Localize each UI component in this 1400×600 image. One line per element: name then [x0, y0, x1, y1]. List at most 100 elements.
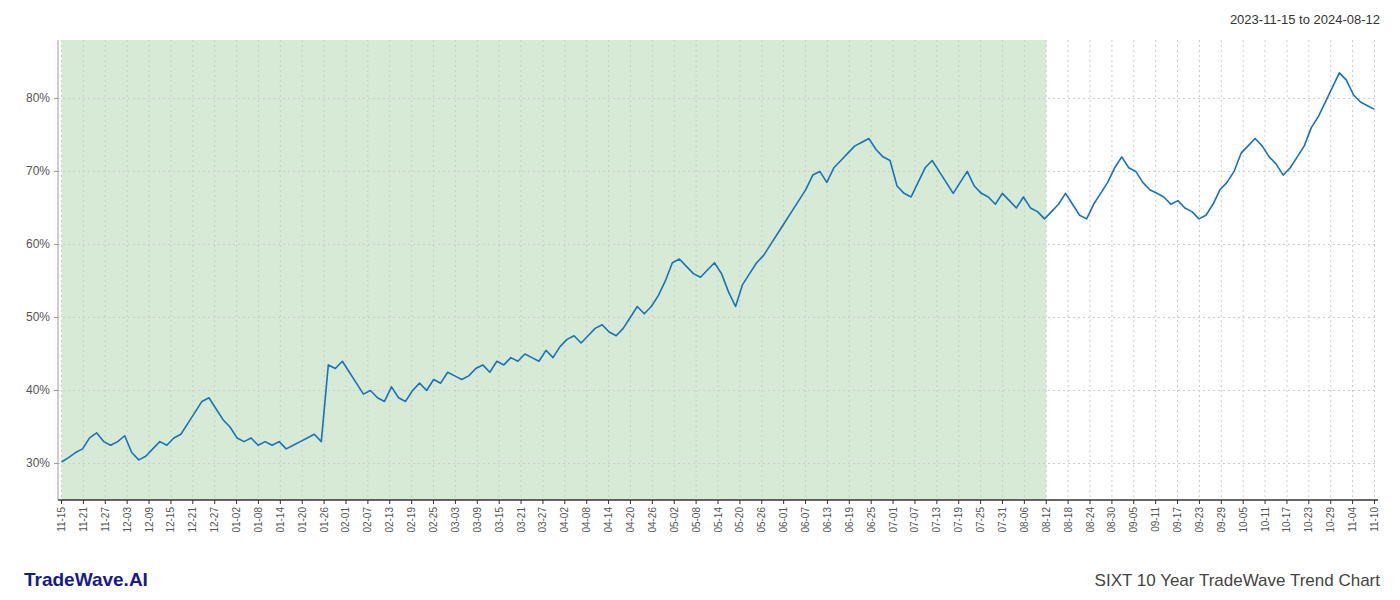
y-tick-label: 30%: [26, 456, 50, 470]
x-grid-line: [871, 40, 872, 500]
x-tick-label: 01-14: [275, 507, 286, 533]
x-tick: [411, 500, 412, 504]
x-grid-line: [980, 40, 981, 500]
x-tick: [871, 500, 872, 504]
x-tick: [236, 500, 237, 504]
x-tick-label: 06-25: [866, 507, 877, 533]
x-tick-label: 06-07: [800, 507, 811, 533]
x-tick: [324, 500, 325, 504]
x-grid-line: [236, 40, 237, 500]
x-tick-label: 09-29: [1216, 507, 1227, 533]
x-grid-line: [214, 40, 215, 500]
x-tick: [83, 500, 84, 504]
x-grid-line: [783, 40, 784, 500]
x-tick-label: 02-13: [384, 507, 395, 533]
trend-line: [62, 73, 1375, 462]
x-tick: [718, 500, 719, 504]
x-tick-label: 09-17: [1172, 507, 1183, 533]
x-grid-line: [1090, 40, 1091, 500]
x-tick: [61, 500, 62, 504]
x-grid-line: [1068, 40, 1069, 500]
x-tick-label: 12-21: [187, 507, 198, 533]
x-grid-line: [345, 40, 346, 500]
x-tick: [1308, 500, 1309, 504]
x-tick: [258, 500, 259, 504]
x-grid-line: [805, 40, 806, 500]
x-tick-label: 05-26: [756, 507, 767, 533]
x-tick-label: 09-11: [1150, 507, 1161, 532]
x-grid-line: [1243, 40, 1244, 500]
x-tick: [783, 500, 784, 504]
x-grid-line: [1286, 40, 1287, 500]
x-tick: [455, 500, 456, 504]
x-tick-label: 05-02: [669, 507, 680, 533]
x-tick: [849, 500, 850, 504]
x-tick-label: 09-05: [1128, 507, 1139, 533]
x-tick-label: 08-30: [1106, 507, 1117, 533]
y-tick: [54, 317, 58, 318]
x-tick: [542, 500, 543, 504]
x-grid-line: [1024, 40, 1025, 500]
x-tick: [105, 500, 106, 504]
x-tick-label: 10-23: [1303, 507, 1314, 533]
x-tick: [192, 500, 193, 504]
y-tick: [54, 390, 58, 391]
x-tick-label: 02-25: [428, 507, 439, 533]
x-tick: [1177, 500, 1178, 504]
x-tick: [302, 500, 303, 504]
x-tick-label: 10-05: [1238, 507, 1249, 533]
x-tick-label: 12-15: [165, 507, 176, 533]
x-tick-label: 05-14: [713, 507, 724, 533]
x-tick: [1002, 500, 1003, 504]
x-tick: [893, 500, 894, 504]
x-grid-line: [761, 40, 762, 500]
x-tick-label: 07-07: [909, 507, 920, 533]
x-tick-label: 12-09: [144, 507, 155, 533]
x-tick-label: 03-21: [516, 507, 527, 533]
x-grid-line: [1046, 40, 1047, 500]
x-tick: [696, 500, 697, 504]
x-grid-line: [936, 40, 937, 500]
x-grid-line: [914, 40, 915, 500]
x-tick-label: 06-19: [844, 507, 855, 533]
x-grid-line: [1155, 40, 1156, 500]
x-tick-label: 02-07: [362, 507, 373, 533]
x-grid-line: [1221, 40, 1222, 500]
x-tick: [761, 500, 762, 504]
x-tick: [958, 500, 959, 504]
brand: TradeWave.AI: [24, 569, 148, 590]
y-axis-line: [58, 40, 59, 500]
x-grid-line: [499, 40, 500, 500]
x-tick: [1221, 500, 1222, 504]
x-grid-line: [1199, 40, 1200, 500]
x-tick: [1374, 500, 1375, 504]
x-grid-line: [127, 40, 128, 500]
x-tick-label: 04-26: [647, 507, 658, 533]
x-tick-label: 07-31: [997, 507, 1008, 533]
x-grid-line: [652, 40, 653, 500]
x-tick-label: 11-10: [1369, 507, 1380, 532]
x-grid-line: [105, 40, 106, 500]
x-grid-line: [302, 40, 303, 500]
x-tick: [1068, 500, 1069, 504]
x-grid-line: [455, 40, 456, 500]
x-grid-line: [827, 40, 828, 500]
x-grid-line: [1002, 40, 1003, 500]
x-grid-line: [958, 40, 959, 500]
x-tick: [1024, 500, 1025, 504]
x-grid-line: [1177, 40, 1178, 500]
x-tick-label: 07-19: [953, 507, 964, 533]
x-grid-line: [61, 40, 62, 500]
x-tick-label: 05-20: [734, 507, 745, 533]
title: SIXT 10 Year TradeWave Trend Chart: [1095, 571, 1381, 590]
x-tick-label: 04-14: [603, 507, 614, 533]
x-tick-label: 11-15: [56, 507, 67, 532]
x-tick: [1090, 500, 1091, 504]
x-tick: [1046, 500, 1047, 504]
x-tick: [280, 500, 281, 504]
x-grid-line: [893, 40, 894, 500]
x-grid-line: [521, 40, 522, 500]
x-tick: [170, 500, 171, 504]
shaded-region: [62, 40, 1047, 500]
x-tick-label: 01-02: [231, 507, 242, 533]
